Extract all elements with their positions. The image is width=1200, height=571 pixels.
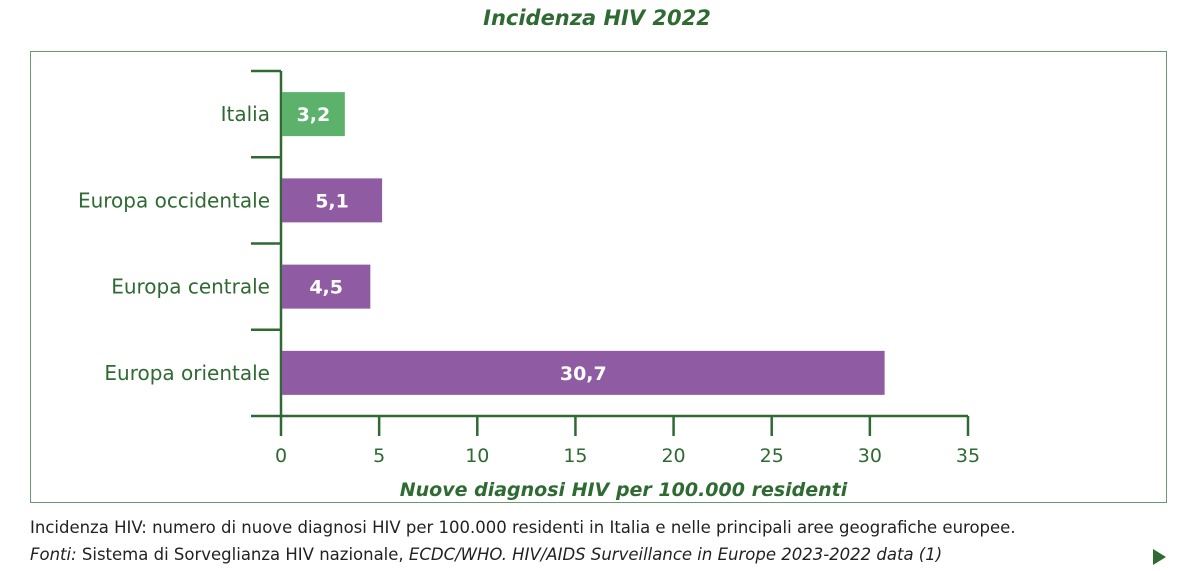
x-tick-label: 5	[373, 445, 385, 467]
chart-frame	[30, 51, 1167, 503]
x-tick-label: 35	[956, 445, 980, 467]
x-tick-label: 10	[465, 445, 489, 467]
category-label: Europa occidentale	[78, 188, 270, 212]
category-label: Europa centrale	[111, 275, 270, 299]
bar-value-label: 3,2	[297, 104, 331, 126]
chart-title: Incidenza HIV 2022	[483, 6, 711, 30]
caption-description: Incidenza HIV: numero di nuove diagnosi …	[30, 518, 1016, 537]
x-tick-label: 30	[858, 445, 882, 467]
x-tick-label: 25	[760, 445, 784, 467]
bar-value-label: 4,5	[309, 277, 343, 299]
x-tick-label: 15	[563, 445, 587, 467]
caption-sources: Fonti: Sistema di Sorveglianza HIV nazio…	[30, 545, 942, 564]
category-label: Europa orientale	[104, 361, 270, 385]
bar-value-label: 30,7	[560, 363, 607, 385]
x-tick-label: 20	[661, 445, 685, 467]
category-label: Italia	[221, 102, 270, 126]
bar	[282, 264, 371, 309]
bar-value-label: 5,1	[315, 190, 349, 212]
play-triangle-icon[interactable]	[1153, 549, 1166, 565]
x-axis-label: Nuove diagnosi HIV per 100.000 residenti	[400, 479, 848, 501]
bar	[282, 92, 345, 137]
sources-reference: ECDC/WHO. HIV/AIDS Surveillance in Europ…	[408, 545, 943, 564]
bar	[282, 350, 885, 395]
sources-text: Sistema di Sorveglianza HIV nazionale,	[76, 545, 409, 564]
x-tick-label: 0	[275, 445, 287, 467]
sources-label: Fonti:	[30, 545, 77, 564]
bar	[282, 178, 383, 223]
